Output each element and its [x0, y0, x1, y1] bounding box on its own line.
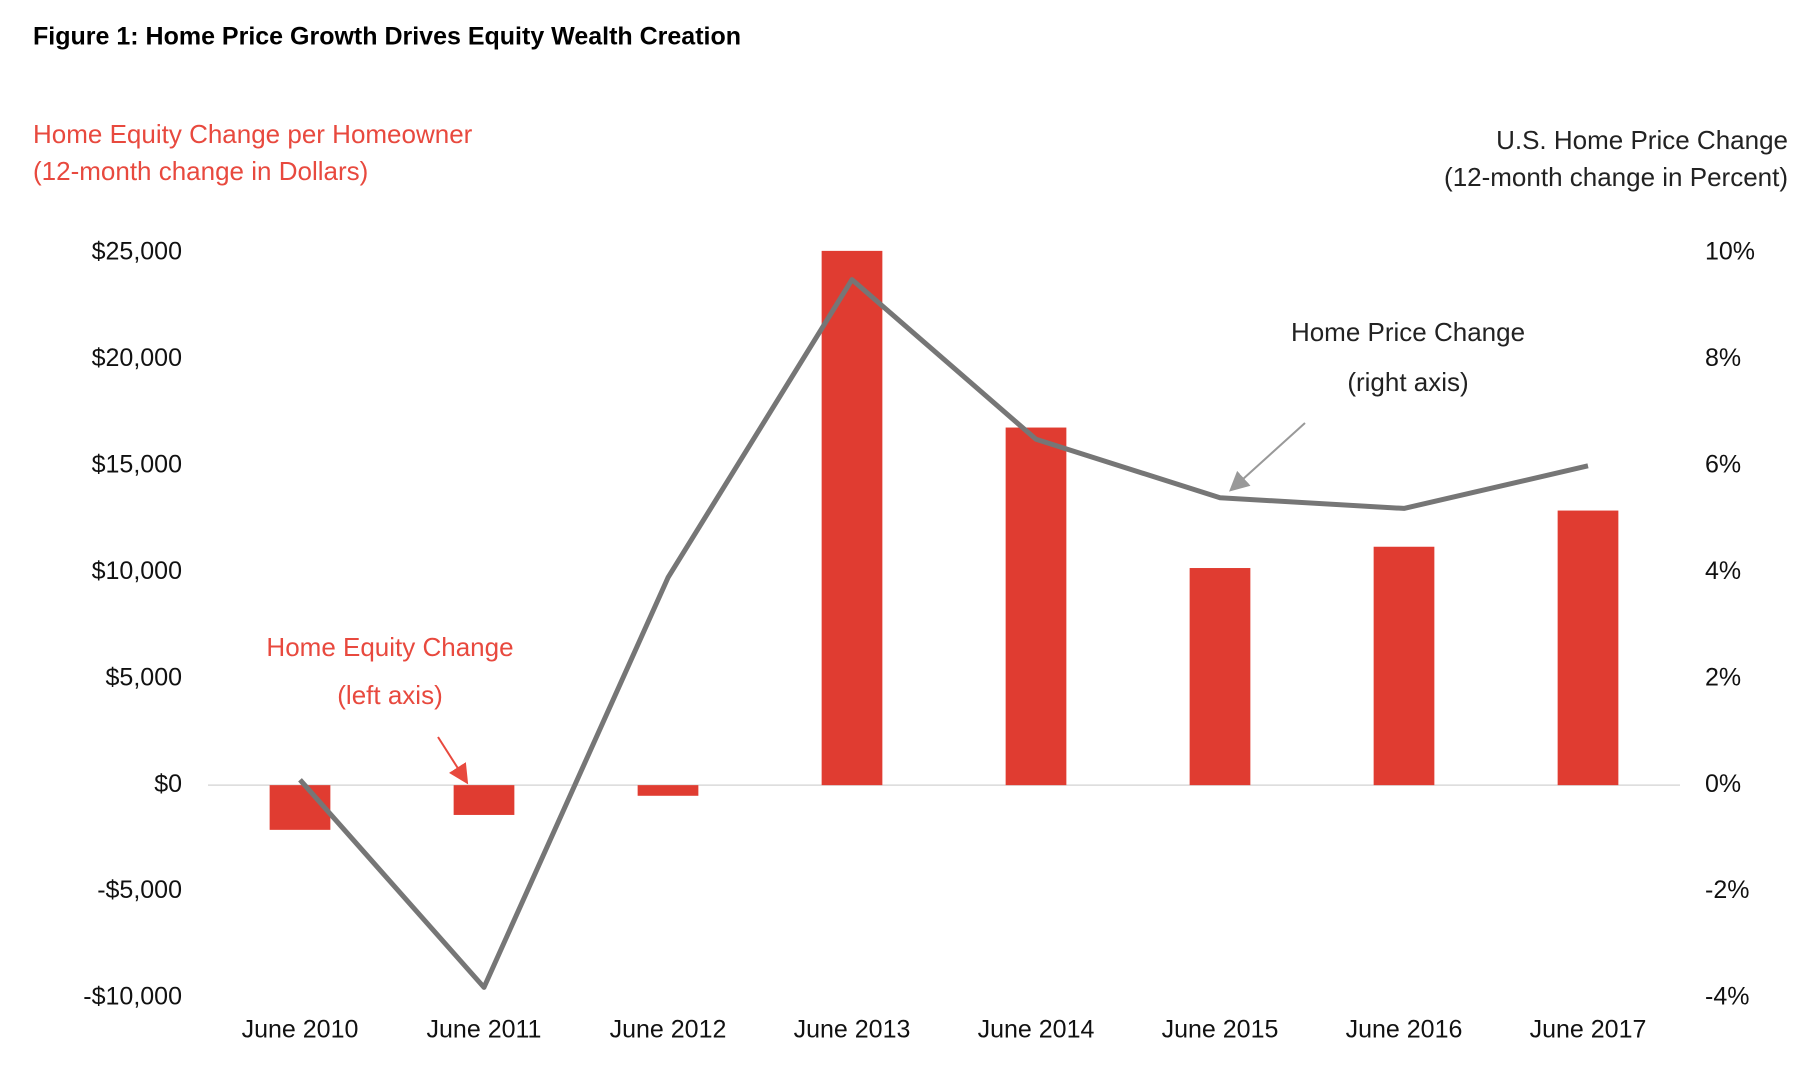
y-tick-label: $25,000	[92, 238, 182, 266]
bar	[1557, 510, 1619, 786]
y2-tick-label: 4%	[1705, 557, 1741, 585]
y-tick-label: $15,000	[92, 450, 182, 478]
y-axis-label: Home Equity Change per Homeowner	[33, 119, 473, 149]
x-tick-label: June 2013	[794, 1016, 911, 1044]
y-tick-label: $10,000	[92, 557, 182, 585]
annotation: (left axis)	[337, 680, 442, 710]
chart-title: Figure 1: Home Price Growth Drives Equit…	[33, 23, 741, 51]
y-tick-label: -$10,000	[83, 983, 182, 1011]
bar	[1373, 546, 1435, 786]
annotation-arrow	[1229, 422, 1306, 492]
x-tick-label: June 2012	[610, 1016, 727, 1044]
y-axis-label: (12-month change in Dollars)	[33, 156, 368, 186]
x-tick-label: June 2016	[1346, 1016, 1463, 1044]
annotation: Home Equity Change	[266, 632, 513, 662]
y2-tick-label: 8%	[1705, 344, 1741, 372]
y2-tick-label: 0%	[1705, 770, 1741, 798]
y2-axis-label: (12-month change in Percent)	[1444, 162, 1788, 192]
x-tick-label: June 2014	[978, 1016, 1095, 1044]
bar	[453, 785, 515, 815]
bar	[1005, 427, 1067, 786]
line	[298, 277, 1589, 990]
x-tick-label: June 2011	[427, 1016, 542, 1044]
x-tick-label: June 2017	[1530, 1016, 1647, 1044]
bar	[821, 250, 883, 786]
y-tick-label: $5,000	[106, 663, 182, 691]
bar	[637, 785, 699, 796]
x-tick-label: June 2010	[242, 1016, 359, 1044]
y2-tick-label: -2%	[1705, 876, 1749, 904]
y-tick-label: $0	[154, 770, 182, 798]
x-tick-label: June 2015	[1162, 1016, 1279, 1044]
y-tick-label: $20,000	[92, 344, 182, 372]
y2-tick-label: 10%	[1705, 238, 1755, 266]
y-tick-label: -$5,000	[97, 876, 182, 904]
annotation: Home Price Change	[1291, 317, 1525, 347]
annotation: (right axis)	[1347, 367, 1468, 397]
y2-tick-label: 6%	[1705, 450, 1741, 478]
bar	[1189, 568, 1251, 786]
bar	[269, 785, 331, 830]
y2-tick-label: -4%	[1705, 983, 1749, 1011]
annotation-arrow	[437, 736, 469, 785]
y2-tick-label: 2%	[1705, 663, 1741, 691]
y2-axis-label: U.S. Home Price Change	[1496, 125, 1788, 155]
